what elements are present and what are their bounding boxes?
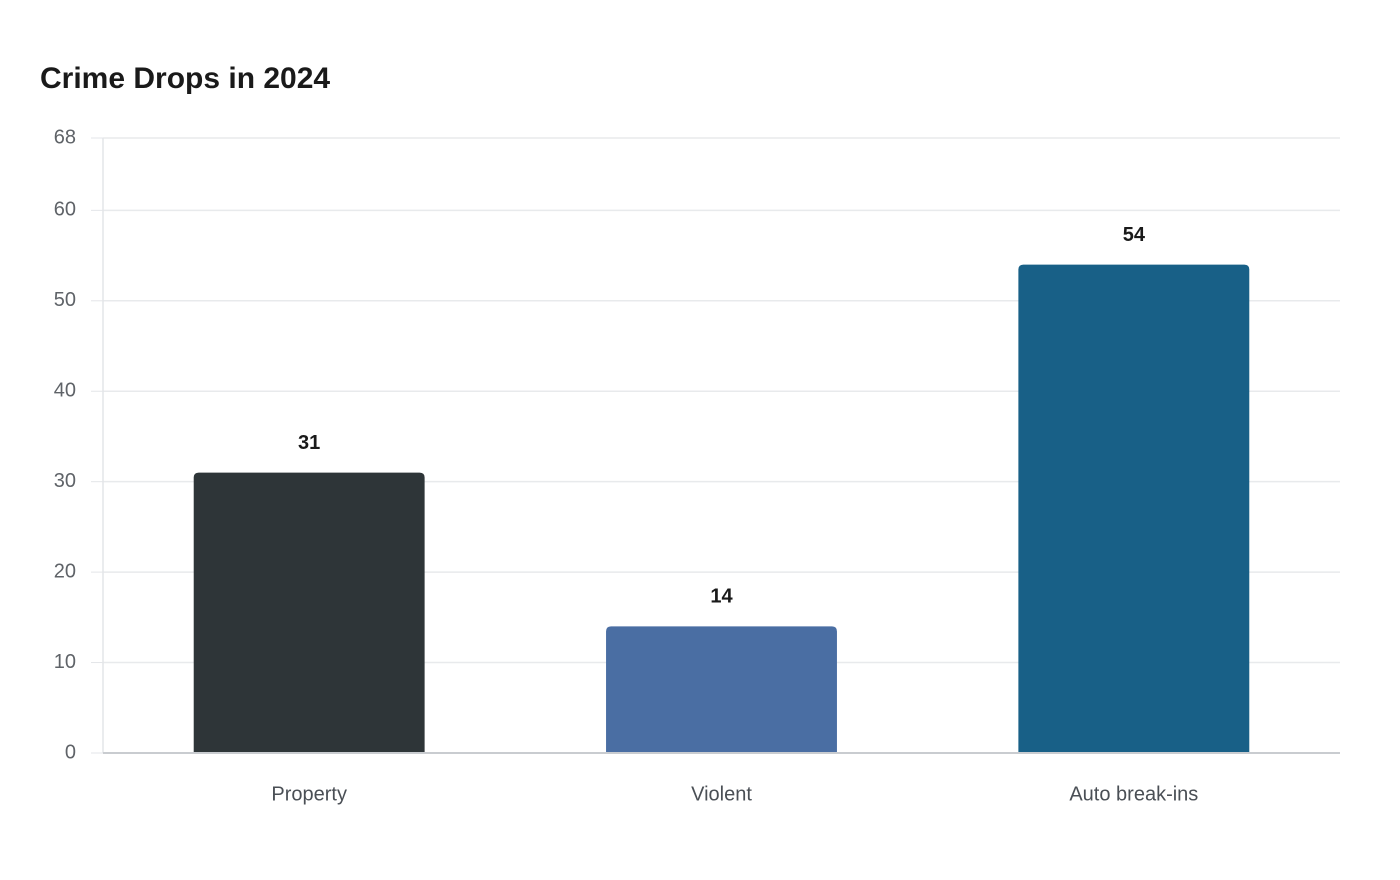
value-label: 54 [1123,224,1146,246]
x-tick-label: Property [271,783,347,805]
x-tick-label: Violent [691,783,752,805]
chart-title: Crime Drops in 2024 [40,62,330,95]
x-tick-label: Auto break-ins [1069,783,1198,805]
y-tick-label: 30 [54,470,76,492]
value-label: 14 [710,586,733,608]
y-tick-label: 68 [54,126,76,148]
y-tick-label: 0 [65,741,76,763]
bar [606,626,837,753]
y-tick-label: 40 [54,380,76,402]
y-tick-label: 10 [54,651,76,673]
bar [1018,264,1250,753]
y-tick-label: 20 [54,560,76,582]
y-tick-label: 60 [54,199,76,221]
value-label: 31 [298,432,320,454]
bar [193,472,425,753]
y-tick-label: 50 [54,289,76,311]
